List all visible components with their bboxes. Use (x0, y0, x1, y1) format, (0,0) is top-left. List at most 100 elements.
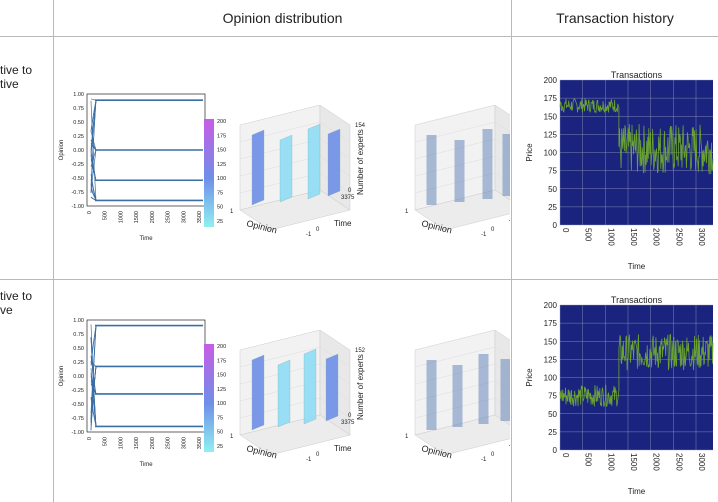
opinion-trajectory (90, 396, 97, 427)
opinion-trajectory (90, 380, 97, 395)
pane-grid (494, 397, 510, 409)
colorbar-tick-label: 100 (217, 176, 226, 182)
x-tick-label: 1500 (134, 211, 140, 223)
y-tick-label: -0.25 (71, 162, 84, 168)
y-tick-label: 50 (548, 185, 557, 194)
row2-label-line1: tive to (0, 289, 33, 303)
x-tick-label: 0 (87, 211, 93, 214)
pane-grid (494, 363, 510, 375)
header-opinion-distribution: Opinion distribution (222, 10, 343, 26)
x-tick-label: 3000 (181, 437, 187, 449)
x-tick-label: 0 (561, 228, 570, 233)
table-border-v2 (511, 0, 512, 502)
x-tick-label: 1500 (629, 453, 638, 471)
colorbar-tick-label: 75 (217, 415, 223, 421)
y-tick-label: 25 (548, 428, 557, 437)
y-tick-label: 100 (544, 374, 558, 383)
colorbar-tick-label: 25 (217, 219, 223, 225)
pane-grid (494, 155, 510, 167)
time-tick-start: 0 (491, 452, 495, 458)
time-tick-end: 3375 (341, 420, 355, 426)
x-tick-label: 3500 (197, 211, 203, 223)
time-tick-start: 0 (491, 227, 495, 233)
z-max-tick: 154 (355, 123, 366, 129)
table-border-v1 (53, 0, 54, 502)
x-tick-label: 3000 (697, 453, 706, 471)
y-tick-label: -1.00 (71, 204, 84, 210)
y-axis-label: Time (334, 219, 352, 228)
x-tick-label: 2500 (166, 211, 172, 223)
colorbar-tick-label: 100 (217, 401, 226, 407)
x-tick-label: 2500 (674, 228, 683, 246)
y-axis-label: Time (509, 219, 510, 228)
x-tick-label: 2000 (150, 211, 156, 223)
y-tick-label: 125 (544, 130, 558, 139)
opinion-bar (325, 353, 339, 422)
z-min-tick: 0 (348, 413, 352, 419)
opinion-3d-colored-row2: 200 175 150 125 100 75 50 25 152 0 Number of exper… (204, 330, 366, 463)
y-tick-label: 0.00 (73, 148, 84, 154)
y-tick-label: 100 (544, 149, 558, 158)
y-tick-label: -0.25 (71, 388, 84, 394)
colorbar-tick-label: 150 (217, 373, 226, 379)
opinion-trajectory (90, 100, 97, 154)
z-max-tick: 152 (355, 348, 366, 354)
y-axis-label: Opinion (59, 140, 65, 161)
opinion-line-chart-row2: 1.00 0.75 0.50 0.25 0.00 -0.25 -0.50 -0.75 -1.00… (59, 318, 206, 468)
pane-grid (414, 346, 496, 368)
x-tick-end: -1 (481, 232, 487, 238)
time-tick-end: 3375 (341, 195, 355, 201)
opinion-trajectory (90, 149, 97, 167)
y-tick-label: 75 (548, 167, 557, 176)
x-tick-label: 2000 (652, 453, 661, 471)
y-tick-label: 125 (544, 355, 558, 364)
x-tick-end: -1 (306, 232, 312, 238)
y-tick-label: 0.25 (73, 360, 84, 366)
opinion-trajectory (90, 98, 97, 101)
opinion-line-chart-row1: 1.00 0.75 0.50 0.25 0.00 -0.25 -0.50 -0.75 -1.00… (59, 92, 206, 242)
z-min-tick: 0 (348, 188, 352, 194)
x-tick-label: 1000 (606, 228, 615, 246)
colorbar (204, 344, 214, 452)
floor-pane (239, 189, 351, 231)
y-tick-label: -0.50 (71, 176, 84, 182)
x-tick-label: 2500 (674, 453, 683, 471)
row1-label-line1: tive to (0, 63, 33, 77)
opinion-bar (251, 129, 265, 206)
x-tick-label: 500 (584, 453, 593, 467)
plot-frame (86, 319, 206, 433)
header-transaction-history: Transaction history (556, 10, 674, 26)
colorbar (204, 119, 214, 227)
colorbar-tick-label: 200 (217, 344, 226, 350)
opinion-bar (327, 128, 341, 197)
y-tick-label: 0.75 (73, 106, 84, 112)
row1-label-line2: tive (0, 77, 19, 91)
y-tick-label: 0 (553, 446, 558, 455)
row1-label: tive to tive (0, 63, 32, 91)
colorbar-tick-label: 175 (217, 133, 226, 139)
y-tick-label: -1.00 (71, 430, 84, 436)
x-tick-label: 1500 (629, 228, 638, 246)
y-tick-label: 0.75 (73, 332, 84, 338)
x-tick-label: 2500 (166, 437, 172, 449)
floor-pane (414, 189, 510, 231)
x-tick-label: 500 (103, 437, 109, 446)
z-axis-label: Number of experts (356, 129, 365, 195)
colorbar-tick-label: 125 (217, 162, 226, 168)
opinion-trajectory (90, 100, 97, 201)
chart-title: Transactions (611, 70, 663, 80)
colorbar-tick-label: 200 (217, 119, 226, 125)
y-axis-label: Price (525, 368, 534, 387)
price-series-line (559, 97, 714, 175)
opinion-trajectory (90, 130, 97, 151)
table-border-h2 (0, 279, 718, 280)
y-axis-label: Time (334, 444, 352, 453)
x-tick-start: 1 (405, 434, 409, 440)
colorbar-tick-label: 125 (217, 387, 226, 393)
colorbar-tick-label: 150 (217, 148, 226, 154)
x-tick-label: 3500 (197, 437, 203, 449)
